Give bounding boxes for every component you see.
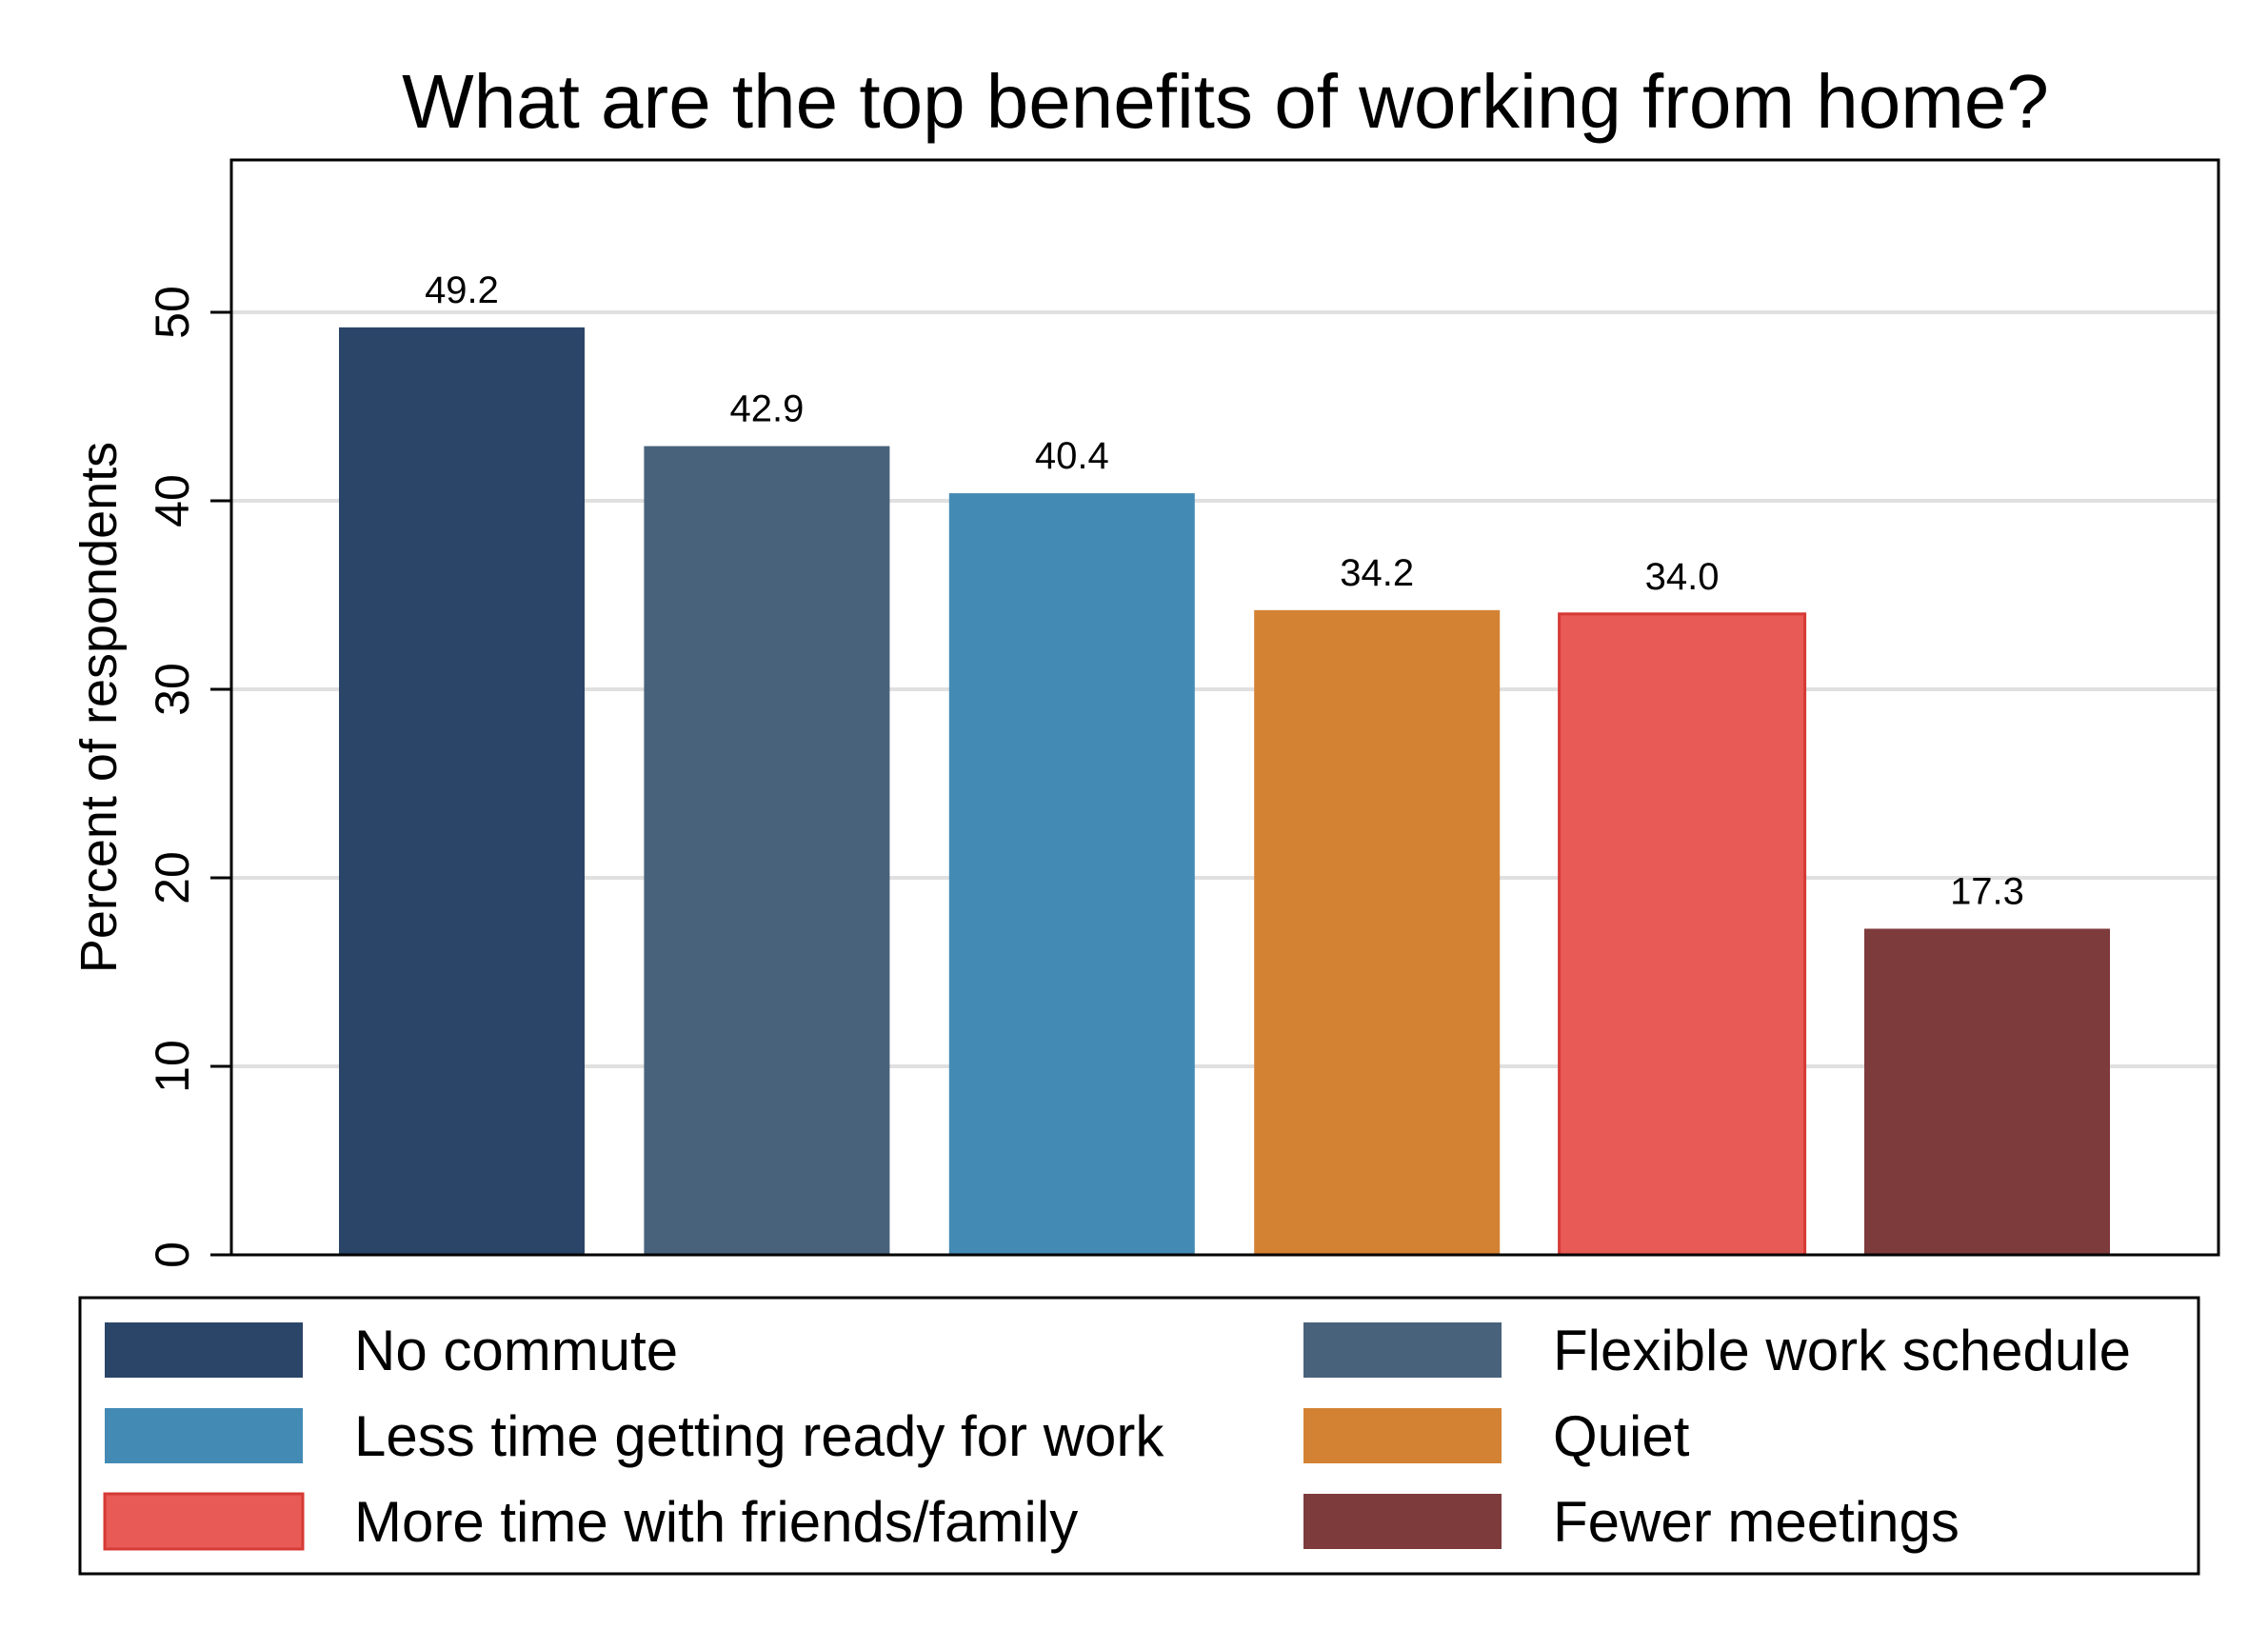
legend-swatch (1303, 1494, 1502, 1549)
data-label: 42.9 (729, 388, 804, 430)
bar (948, 493, 1195, 1255)
bars (339, 327, 2110, 1257)
bar (644, 446, 890, 1256)
legend-swatch (105, 1408, 303, 1463)
data-label: 40.4 (1035, 435, 1109, 477)
legend-swatch (1303, 1408, 1502, 1463)
legend-swatch (103, 1492, 305, 1551)
y-tick-label: 40 (146, 474, 199, 527)
y-tick-label: 10 (146, 1040, 199, 1093)
legend-label: Fewer meetings (1553, 1490, 1960, 1554)
y-axis-title: Percent of respondents (70, 442, 128, 973)
plot-frame (229, 158, 2220, 1257)
legend-label: No commute (354, 1319, 678, 1382)
bar (339, 327, 585, 1256)
data-label: 49.2 (425, 269, 499, 311)
legend-label: Flexible work schedule (1553, 1319, 2131, 1382)
y-tick-label: 30 (146, 663, 199, 716)
bar (1254, 609, 1501, 1255)
y-tick-label: 0 (146, 1242, 199, 1268)
legend-swatch (105, 1322, 303, 1378)
legend-label: More time with friends/family (354, 1490, 1078, 1554)
data-label: 34.2 (1340, 552, 1414, 594)
bar (1864, 928, 2110, 1255)
legend-label: Less time getting ready for work (354, 1404, 1164, 1468)
y-tick-label: 50 (146, 286, 199, 339)
data-label: 17.3 (1950, 870, 2024, 912)
legend-swatch (1303, 1322, 1502, 1378)
legend: No commute Flexible work schedule Less tim… (103, 1319, 2131, 1554)
y-tick-label: 20 (146, 851, 199, 904)
y-axis: 0 10 20 30 40 50 (146, 286, 231, 1268)
legend-label: Quiet (1553, 1404, 1690, 1468)
bar (1558, 612, 1807, 1257)
legend-box (78, 1296, 2200, 1576)
chart-title: What are the top benefits of working fro… (402, 59, 2049, 144)
data-label: 34.0 (1645, 556, 1720, 598)
data-labels: 49.2 42.9 40.4 34.2 34.0 17.3 (425, 269, 2024, 913)
